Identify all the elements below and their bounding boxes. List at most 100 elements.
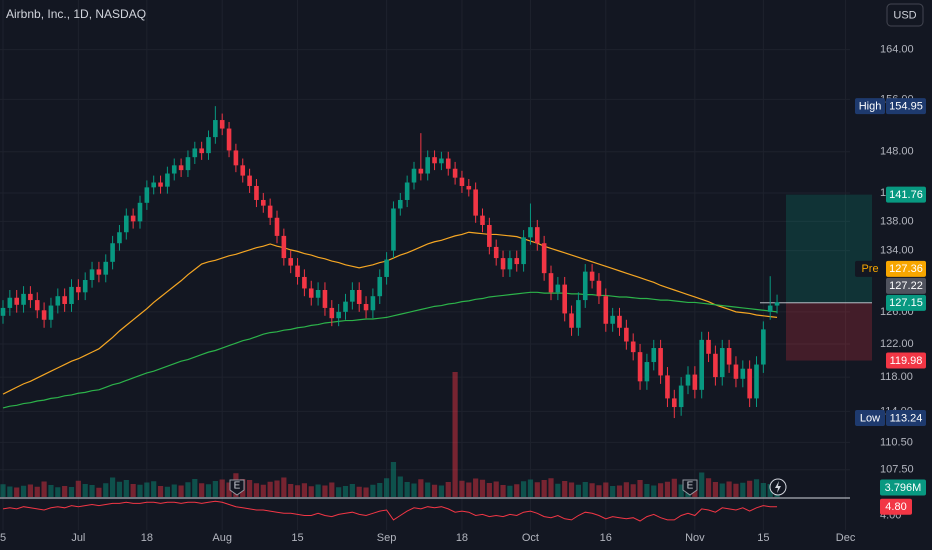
earnings-marker[interactable]: E	[229, 479, 245, 496]
volume-bar	[418, 479, 424, 497]
candle-body	[562, 284, 567, 314]
candle-body	[480, 215, 485, 225]
volume-badge-label: 3.796M	[885, 482, 922, 494]
volume-bar	[589, 483, 595, 497]
candle-body	[226, 128, 232, 151]
earnings-icon	[229, 479, 245, 496]
candle-body	[740, 368, 746, 379]
candle-body	[137, 202, 143, 222]
price-badge	[886, 294, 926, 311]
volume-bar	[753, 479, 760, 497]
candle-body	[699, 339, 704, 390]
candle-body	[445, 158, 451, 169]
x-tick-label: Nov	[685, 532, 705, 544]
candle-body	[0, 307, 6, 316]
candle-body	[151, 182, 156, 188]
candle-body	[439, 158, 444, 164]
candle-body	[62, 296, 67, 304]
candle-body	[493, 246, 499, 259]
x-tick-label: Dec	[836, 532, 856, 544]
candle-body	[28, 293, 33, 301]
volume-bar	[41, 481, 47, 497]
price-badge	[886, 260, 926, 277]
indicator-line	[2, 500, 778, 522]
volume-bar	[20, 485, 27, 497]
volume-bar	[534, 482, 540, 497]
candle-body	[692, 374, 698, 390]
candle-body	[548, 273, 554, 293]
candle-body	[322, 289, 328, 308]
candle-body	[370, 296, 376, 311]
volume-bar	[137, 484, 143, 497]
candle-body	[555, 284, 561, 293]
candle-body	[733, 364, 739, 379]
candle-body	[356, 289, 362, 304]
volume-bar	[486, 483, 492, 497]
candle-body	[117, 232, 122, 244]
candle-body	[432, 157, 437, 164]
candle-body	[130, 215, 136, 222]
candle-body	[158, 182, 163, 187]
volume-bar	[397, 476, 403, 497]
candle-body	[644, 362, 650, 382]
currency-button[interactable]: USD	[886, 3, 924, 27]
volume-bar	[0, 484, 6, 497]
badge-name-box	[855, 260, 885, 277]
volume-bar	[678, 484, 684, 497]
candle-body	[192, 148, 198, 158]
volume-bar	[103, 483, 109, 497]
candle-body	[76, 286, 81, 293]
volume-bar	[568, 482, 575, 497]
candle-body	[658, 348, 663, 376]
volume-bar	[247, 480, 253, 497]
candle-body	[213, 120, 218, 138]
volume-bar	[473, 478, 479, 497]
candle-body	[473, 189, 478, 216]
y-tick-label: 164.00	[880, 44, 914, 56]
volume-bar	[274, 480, 280, 497]
volume-bar	[178, 485, 184, 497]
candle-body	[466, 185, 472, 190]
volume-bar	[123, 480, 129, 497]
price-badge-label: 127.15	[889, 297, 923, 309]
volume-bar	[733, 483, 739, 497]
candle-body	[350, 289, 355, 302]
y-tick-label: 118.00	[880, 371, 913, 383]
volume-bar	[610, 486, 616, 497]
candle-body	[487, 224, 492, 247]
volume-bar	[171, 484, 177, 497]
candle-body	[761, 329, 766, 365]
candle-body	[630, 341, 636, 353]
lightning	[775, 481, 781, 493]
candle-body	[96, 269, 102, 275]
volume-bar	[199, 483, 205, 497]
volume-bar	[644, 484, 650, 497]
volume-bar	[767, 484, 773, 497]
x-tick-label: 18	[456, 532, 468, 544]
event-icon[interactable]	[769, 478, 787, 496]
volume-bar	[712, 482, 718, 497]
volume-bar	[144, 482, 150, 497]
price-badge-label: 127.22	[889, 280, 923, 292]
volume-bar	[226, 482, 232, 497]
candle-body	[274, 217, 280, 236]
earnings-marker[interactable]: E	[682, 479, 698, 496]
volume-bar	[281, 477, 287, 497]
volume-bar	[479, 479, 486, 497]
y-tick-label: 122.00	[880, 338, 914, 350]
moving-average	[2, 291, 778, 409]
candle-body	[34, 300, 40, 311]
x-tick-label: Oct	[522, 532, 539, 544]
candle-body	[48, 305, 54, 320]
volume-bar	[425, 482, 431, 497]
candle-body	[603, 296, 609, 324]
volume-bar	[623, 482, 629, 497]
volume-bar	[75, 480, 81, 497]
volume-bar	[651, 485, 657, 497]
volume-bar	[219, 479, 225, 497]
candle-body	[514, 258, 520, 265]
candle-body	[329, 307, 335, 319]
volume-bar	[740, 482, 746, 497]
